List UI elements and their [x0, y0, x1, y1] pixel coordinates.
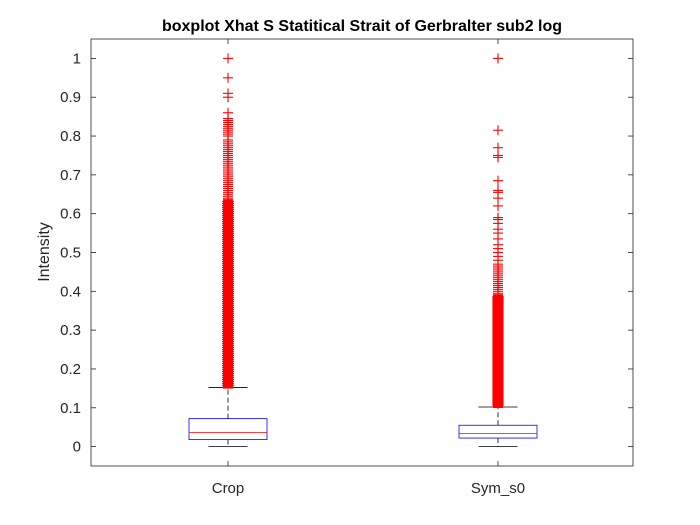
outlier-point — [493, 125, 503, 136]
chart-title: boxplot Xhat S Statitical Strait of Gerb… — [162, 18, 562, 35]
axes-background — [91, 39, 633, 466]
outlier-point — [223, 72, 233, 83]
y-tick-label-10: 1 — [73, 50, 81, 67]
outlier-point — [493, 142, 503, 153]
outliers-0 — [222, 53, 234, 389]
x-tick-label-0: Crop — [212, 480, 245, 497]
x-tick-label-1: Sym_s0 — [471, 480, 525, 497]
box-1 — [458, 424, 538, 439]
y-tick-label-3: 0.3 — [60, 322, 81, 339]
y-tick-label-2: 0.2 — [60, 361, 81, 378]
outliers-1 — [492, 53, 504, 408]
box-group-0 — [188, 53, 268, 447]
y-tick-label-1: 0.1 — [60, 400, 81, 417]
y-tick-label-9: 0.9 — [60, 89, 81, 106]
chart-marks — [188, 53, 538, 447]
y-axis-label: Intensity — [36, 222, 53, 282]
outlier-point — [223, 53, 233, 64]
box-group-1 — [458, 53, 538, 447]
y-tick-label-4: 0.4 — [60, 283, 81, 300]
outlier-point — [493, 175, 503, 186]
axis-ticks: 0 0.1 0.2 0.3 0.4 0.5 0.6 0.7 0.8 0.9 1 Crop Sym_s0 — [60, 39, 633, 497]
outlier-point — [493, 185, 503, 196]
y-tick-label-0: 0 — [73, 439, 81, 456]
outlier-point — [223, 88, 233, 99]
y-tick-label-5: 0.5 — [60, 245, 81, 262]
y-tick-label-7: 0.7 — [60, 167, 81, 184]
outlier-point — [223, 107, 233, 118]
y-tick-label-6: 0.6 — [60, 206, 81, 223]
outlier-point — [493, 53, 503, 64]
y-tick-label-8: 0.8 — [60, 128, 81, 145]
outlier-point — [493, 212, 503, 223]
box-0 — [188, 418, 268, 441]
